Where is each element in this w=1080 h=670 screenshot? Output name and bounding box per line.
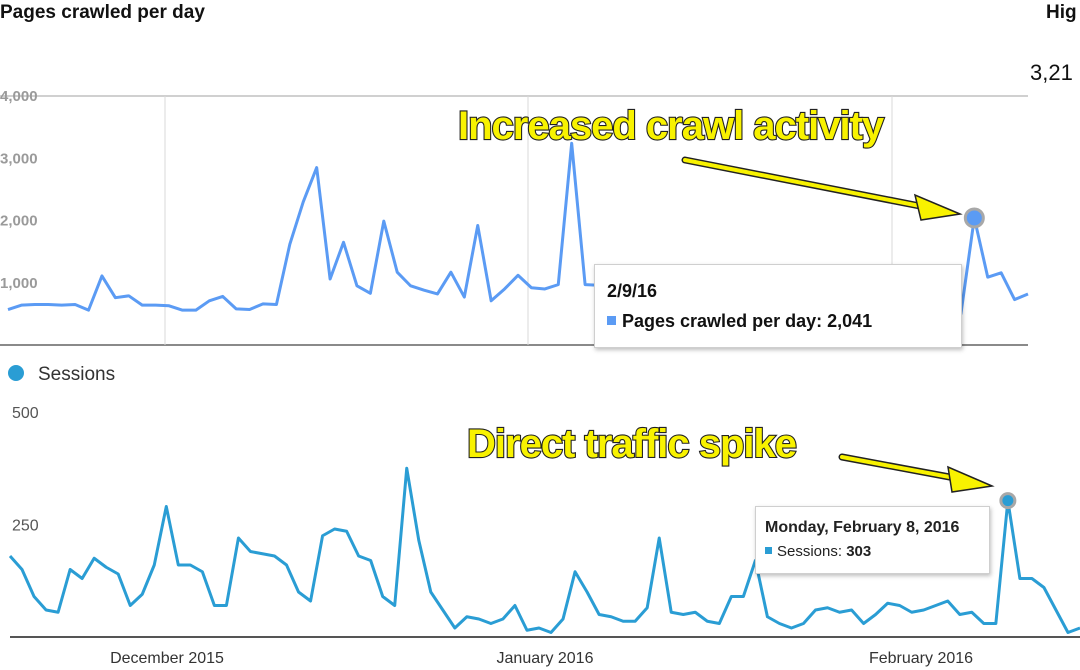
- top-y-tick-label: 3,000: [0, 150, 38, 167]
- sessions-series-swatch: [765, 547, 772, 554]
- sessions-tooltip-row: Sessions: 303: [765, 543, 871, 560]
- sessions-annotation-arrow: [838, 453, 995, 493]
- sessions-tooltip-date: Monday, February 8, 2016: [765, 519, 960, 536]
- crawl-tooltip-date: 2/9/16: [607, 281, 658, 301]
- sessions-legend-marker: [8, 365, 24, 381]
- bottom-x-tick-label: January 2016: [497, 650, 594, 667]
- crawl-annotation-arrow: [681, 156, 963, 221]
- sessions-tooltip-value: 303: [846, 543, 872, 560]
- sessions-legend-label: Sessions: [38, 364, 115, 385]
- sessions-tooltip-label: Sessions:: [777, 543, 843, 560]
- bottom-x-tick-label: December 2015: [110, 650, 224, 667]
- crawl-annotation: Increased crawl activity: [458, 104, 885, 148]
- sessions-series-line: [8, 466, 1080, 634]
- bottom-chart-x-axis: December 2015 January 2016 February 2016: [110, 650, 973, 667]
- sessions-highlight-point[interactable]: [999, 492, 1017, 510]
- top-chart-title: Pages crawled per day: [0, 2, 205, 23]
- crawl-tooltip-label: Pages crawled per day: 2,041: [622, 311, 873, 331]
- sessions-annotation: Direct traffic spike: [467, 422, 796, 466]
- bottom-y-tick-label: 250: [12, 518, 39, 535]
- high-value: 3,21: [1030, 60, 1073, 85]
- crawl-series-swatch: [607, 316, 616, 325]
- top-y-tick-label: 2,000: [0, 213, 38, 230]
- top-y-tick-label: 1,000: [0, 275, 38, 292]
- high-label: Hig: [1046, 2, 1077, 23]
- top-y-tick-label: 4,000: [0, 88, 38, 105]
- bottom-chart-y-axis: 500 250: [12, 405, 39, 535]
- crawl-highlight-point[interactable]: [963, 207, 985, 229]
- bottom-y-tick-label: 500: [12, 405, 39, 422]
- crawl-tooltip: 2/9/16 Pages crawled per day: 2,041: [594, 264, 962, 348]
- sessions-tooltip: Monday, February 8, 2016 Sessions: 303: [755, 506, 990, 574]
- crawl-tooltip-row: Pages crawled per day: 2,041: [607, 311, 872, 332]
- bottom-x-tick-label: February 2016: [869, 650, 973, 667]
- top-chart-y-axis: 4,000 3,000 2,000 1,000: [0, 88, 38, 292]
